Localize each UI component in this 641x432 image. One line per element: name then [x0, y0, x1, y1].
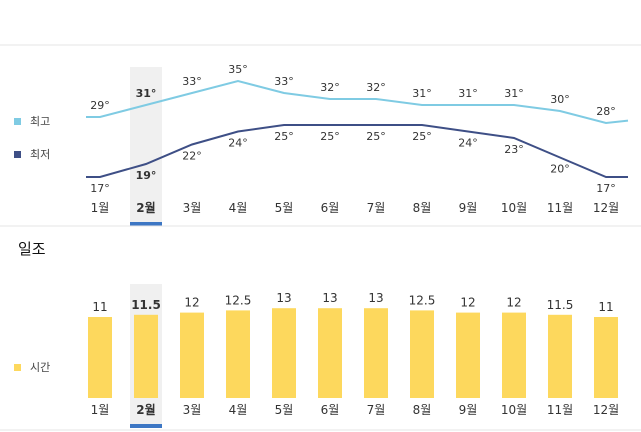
x-tick-label: 7월: [367, 201, 386, 215]
x-tick-label: 5월: [275, 403, 294, 417]
bar: [364, 308, 388, 398]
bar: [180, 312, 204, 398]
bar: [410, 310, 434, 398]
bar-value-label: 13: [368, 291, 383, 305]
max-temp-label: 31°: [136, 87, 157, 100]
series-line-max: [86, 79, 629, 125]
legend-label-max: 최고: [30, 115, 50, 128]
bar: [456, 312, 480, 398]
max-temp-label: 32°: [320, 81, 340, 94]
max-temp-label: 29°: [90, 99, 110, 112]
bar-value-label: 12: [460, 296, 475, 310]
bar: [548, 314, 572, 398]
x-tick-label: 5월: [275, 201, 294, 215]
min-temp-label: 23°: [504, 143, 524, 156]
x-tick-label: 11월: [547, 403, 573, 417]
bar-value-label: 12.5: [225, 293, 252, 307]
highlight-underline: [130, 222, 162, 226]
max-temp-label: 28°: [596, 105, 616, 118]
x-tick-label: 7월: [367, 403, 386, 417]
min-temp-label: 22°: [182, 150, 202, 163]
sunshine-section-title: 일조: [18, 240, 46, 258]
series-line-min: [86, 124, 628, 178]
temperature-line-chart: 29° 31° 33° 35° 33° 32° 32° 31° 31° 31° 30° 28° 17° 1…: [0, 44, 641, 226]
min-temp-label: 17°: [596, 182, 616, 195]
x-tick-label: 4월: [229, 201, 248, 215]
x-tick-label: 6월: [321, 403, 340, 417]
max-temp-label: 33°: [182, 75, 202, 88]
max-temp-label: 30°: [550, 93, 570, 106]
x-tick-label: 2월: [136, 402, 155, 417]
max-temp-label: 33°: [274, 75, 294, 88]
legend-swatch-hours: [14, 364, 21, 371]
bar: [594, 317, 618, 398]
bar-value-label: 12.5: [409, 293, 436, 307]
min-temp-label: 24°: [228, 137, 248, 150]
min-temp-label: 25°: [366, 130, 386, 143]
bar-value-label: 11.5: [547, 298, 574, 312]
min-temp-label: 25°: [412, 130, 432, 143]
x-tick-label: 12월: [593, 403, 619, 417]
bar-value-label: 12: [184, 296, 199, 310]
legend-swatch-max: [14, 118, 21, 125]
bar-value-label: 11.5: [131, 298, 161, 312]
highlight-column: [130, 284, 162, 424]
bar-value-label: 11: [92, 300, 107, 314]
x-tick-label: 10월: [501, 201, 527, 215]
highlight-underline: [130, 424, 162, 428]
bar: [88, 317, 112, 398]
min-temp-label: 20°: [550, 163, 570, 176]
x-tick-label: 1월: [91, 201, 110, 215]
bar-value-label: 12: [506, 296, 521, 310]
max-temp-label: 31°: [504, 87, 524, 100]
bar: [318, 308, 342, 398]
min-temp-label: 19°: [136, 169, 157, 182]
max-temp-label: 31°: [412, 87, 432, 100]
legend-label-min: 최저: [30, 148, 50, 161]
max-temp-label: 35°: [228, 63, 248, 76]
x-tick-label: 1월: [91, 403, 110, 417]
max-temp-label: 32°: [366, 81, 386, 94]
x-tick-label: 12월: [593, 201, 619, 215]
x-tick-label: 3월: [183, 403, 202, 417]
x-tick-label: 8월: [413, 403, 432, 417]
bar-value-label: 11: [598, 300, 613, 314]
min-temp-label: 25°: [320, 130, 340, 143]
bar: [226, 310, 250, 398]
x-tick-label: 8월: [413, 201, 432, 215]
x-tick-label: 4월: [229, 403, 248, 417]
x-tick-label: 2월: [136, 200, 155, 215]
legend-swatch-min: [14, 151, 21, 158]
min-temp-label: 25°: [274, 130, 294, 143]
highlight-column: [130, 67, 162, 222]
x-tick-label: 3월: [183, 201, 202, 215]
min-temp-label: 17°: [90, 182, 110, 195]
bar: [134, 314, 158, 398]
x-tick-label: 10월: [501, 403, 527, 417]
legend-label-hours: 시간: [30, 361, 50, 374]
x-tick-label: 11월: [547, 201, 573, 215]
x-tick-label: 9월: [459, 201, 478, 215]
min-temp-label: 24°: [458, 137, 478, 150]
bar: [502, 312, 526, 398]
x-tick-label: 6월: [321, 201, 340, 215]
bar: [272, 308, 296, 398]
max-temp-label: 31°: [458, 87, 478, 100]
bar-value-label: 13: [322, 291, 337, 305]
bar-value-label: 13: [276, 291, 291, 305]
x-tick-label: 9월: [459, 403, 478, 417]
